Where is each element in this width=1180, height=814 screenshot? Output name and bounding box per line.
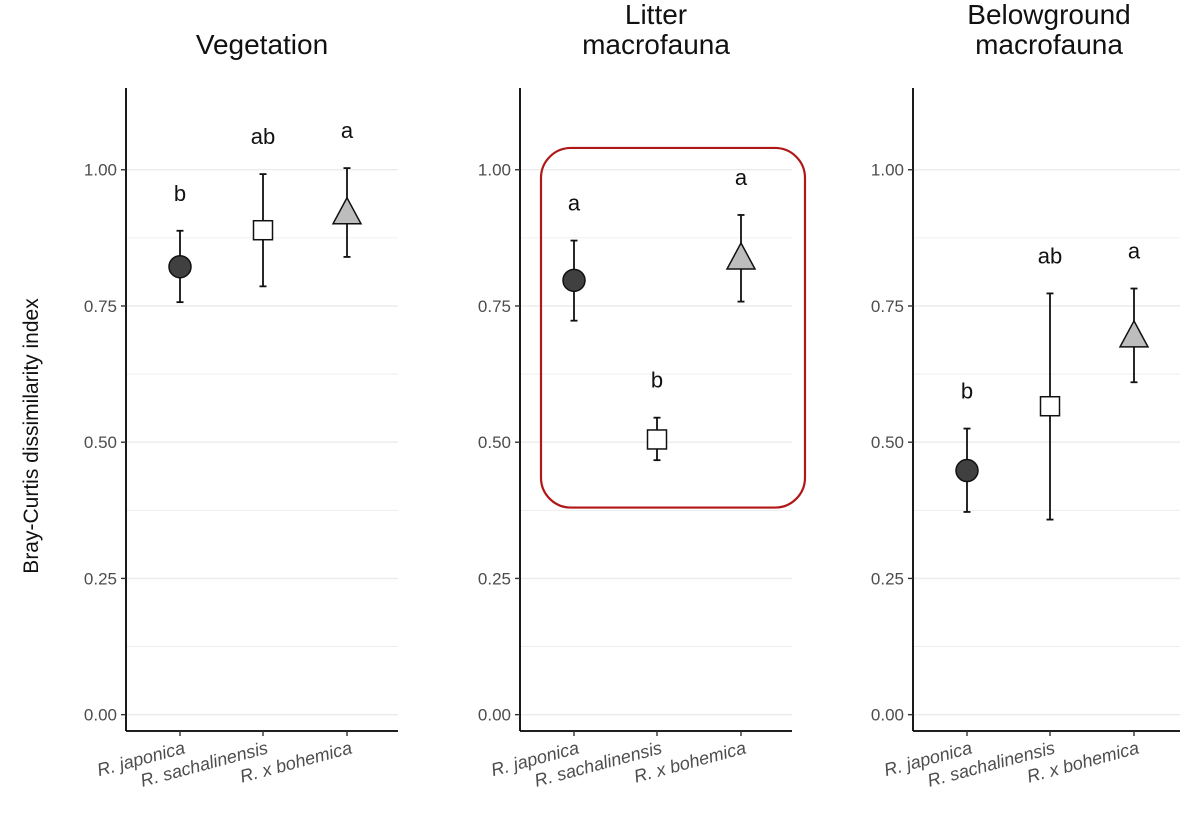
y-tick-label: 0.00 — [871, 706, 904, 725]
significance-letter: a — [568, 191, 581, 216]
data-point — [646, 429, 668, 450]
data-point — [955, 458, 979, 483]
y-tick-label: 1.00 — [478, 161, 511, 180]
significance-letter: a — [735, 165, 748, 190]
data-point — [168, 254, 192, 279]
significance-letter: b — [961, 379, 973, 404]
significance-letter: ab — [1038, 243, 1062, 268]
panel-title: Belowground — [967, 0, 1130, 30]
y-tick-label: 0.00 — [478, 706, 511, 725]
y-tick-label: 0.50 — [84, 433, 117, 452]
data-point — [1039, 395, 1061, 417]
y-tick-label: 0.50 — [871, 433, 904, 452]
panel-title: Vegetation — [196, 29, 328, 60]
significance-letter: b — [651, 368, 663, 393]
y-tick-label: 0.75 — [478, 297, 511, 316]
y-tick-label: 0.25 — [478, 569, 511, 588]
y-tick-label: 0.75 — [871, 297, 904, 316]
panel-title: macrofauna — [582, 29, 730, 60]
data-point — [1118, 319, 1150, 348]
panel-title: Litter — [625, 0, 687, 30]
data-point — [331, 196, 363, 225]
significance-letter: ab — [251, 124, 275, 149]
y-tick-label: 0.25 — [871, 569, 904, 588]
data-point — [252, 219, 274, 241]
y-tick-label: 0.50 — [478, 433, 511, 452]
y-axis-label: Bray-Curtis dissimilarity index — [20, 298, 43, 574]
y-tick-label: 1.00 — [84, 161, 117, 180]
data-point — [562, 268, 586, 293]
highlight-box — [539, 146, 807, 509]
y-tick-label: 1.00 — [871, 161, 904, 180]
y-tick-label: 0.00 — [84, 706, 117, 725]
significance-letter: a — [341, 118, 354, 143]
significance-letter: b — [174, 181, 186, 206]
y-tick-label: 0.25 — [84, 569, 117, 588]
y-tick-label: 0.75 — [84, 297, 117, 316]
panel-title: macrofauna — [975, 29, 1123, 60]
panel-3: 0.00 0.25 0.50 0.75 1.00 Belowgroundmacrofaun… — [871, 0, 1180, 791]
data-point — [725, 241, 757, 270]
significance-letter: a — [1128, 239, 1141, 264]
